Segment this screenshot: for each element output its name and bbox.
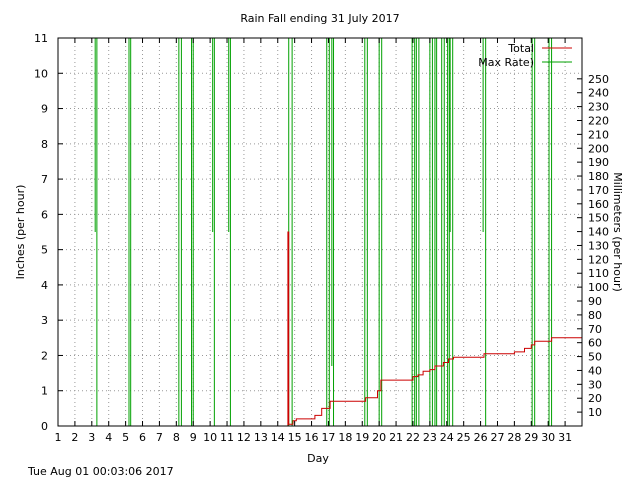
x-tick-label: 16 — [305, 431, 319, 444]
total-rainfall-line — [58, 231, 582, 427]
x-tick-label: 15 — [288, 431, 302, 444]
x-tick-label: 27 — [490, 431, 504, 444]
y2-tick-label: 90 — [588, 295, 602, 308]
x-tick-label: 6 — [139, 431, 146, 444]
footer-timestamp: Tue Aug 01 00:03:06 2017 — [27, 465, 174, 478]
grid-lines — [57, 38, 582, 426]
y2-tick-label: 110 — [588, 267, 609, 280]
x-tick-label: 26 — [474, 431, 488, 444]
x-tick-label: 7 — [156, 431, 163, 444]
y2-tick-label: 170 — [588, 184, 609, 197]
y2-tick-label: 240 — [588, 87, 609, 100]
x-tick-label: 8 — [173, 431, 180, 444]
y2-tick-label: 210 — [588, 128, 609, 141]
x-tick-label: 2 — [71, 431, 78, 444]
x-tick-label: 21 — [389, 431, 403, 444]
y2-tick-label: 130 — [588, 239, 609, 252]
y-tick-label: 1 — [41, 385, 48, 398]
y2-tick-label: 160 — [588, 198, 609, 211]
y-tick-label: 5 — [41, 244, 48, 257]
y-tick-label: 4 — [41, 279, 48, 292]
y2-tick-label: 60 — [588, 337, 602, 350]
y-axis-label: Inches (per hour) — [14, 185, 27, 280]
y2-tick-label: 140 — [588, 226, 609, 239]
y-tick-label: 11 — [34, 32, 48, 45]
y2-tick-label: 80 — [588, 309, 602, 322]
x-tick-label: 22 — [406, 431, 420, 444]
y2-tick-label: 20 — [588, 392, 602, 405]
chart-title: Rain Fall ending 31 July 2017 — [240, 12, 399, 25]
x-tick-label: 18 — [338, 431, 352, 444]
plot-frame — [57, 37, 583, 427]
y-tick-label: 8 — [41, 138, 48, 151]
x-tick-label: 4 — [105, 431, 112, 444]
x-tick-label: 23 — [423, 431, 437, 444]
y-tick-label: 7 — [41, 173, 48, 186]
y-tick-label: 0 — [41, 420, 48, 433]
y2-tick-label: 70 — [588, 323, 602, 336]
x-tick-label: 10 — [203, 431, 217, 444]
x-tick-label: 11 — [220, 431, 234, 444]
tick-layer: 1 2 3 4 5 6 7 8 9 10 11 12 13 14 15 16 17 18 19 20 21 22 23 24 2… — [34, 32, 609, 444]
x-tick-label: 13 — [254, 431, 268, 444]
y-tick-label: 6 — [41, 208, 48, 221]
legend-label-max-rate: Max Rate) — [478, 56, 534, 69]
x-tick-label: 28 — [507, 431, 521, 444]
y-tick-label: 9 — [41, 103, 48, 116]
y2-axis-label: Millimeters (per hour) — [611, 172, 624, 292]
y-tick-label: 2 — [41, 349, 48, 362]
y2-tick-label: 230 — [588, 101, 609, 114]
y2-tick-label: 10 — [588, 406, 602, 419]
y2-tick-label: 250 — [588, 73, 609, 86]
y2-tick-label: 150 — [588, 212, 609, 225]
y2-tick-label: 200 — [588, 142, 609, 155]
x-tick-label: 1 — [55, 431, 62, 444]
x-tick-label: 14 — [271, 431, 285, 444]
x-tick-label: 3 — [88, 431, 95, 444]
x-tick-label: 17 — [321, 431, 335, 444]
series-layer — [58, 38, 582, 427]
y2-tick-label: 50 — [588, 351, 602, 364]
y2-tick-label: 180 — [588, 170, 609, 183]
x-tick-label: 31 — [558, 431, 572, 444]
x-tick-label: 25 — [457, 431, 471, 444]
legend: Total Max Rate) — [478, 42, 572, 69]
x-tick-label: 9 — [190, 431, 197, 444]
y2-tick-label: 100 — [588, 281, 609, 294]
x-tick-label: 30 — [541, 431, 555, 444]
y2-tick-label: 220 — [588, 114, 609, 127]
x-tick-label: 29 — [524, 431, 538, 444]
y-tick-label: 3 — [41, 314, 48, 327]
y2-tick-label: 40 — [588, 364, 602, 377]
x-tick-label: 19 — [355, 431, 369, 444]
x-tick-label: 20 — [372, 431, 386, 444]
y-tick-label: 10 — [34, 67, 48, 80]
y2-tick-label: 30 — [588, 378, 602, 391]
y2-tick-label: 120 — [588, 253, 609, 266]
x-tick-label: 5 — [122, 431, 129, 444]
legend-label-total: Total — [507, 42, 534, 55]
x-axis-label: Day — [307, 452, 329, 465]
x-tick-label: 12 — [237, 431, 251, 444]
x-tick-label: 24 — [440, 431, 454, 444]
y2-tick-label: 190 — [588, 156, 609, 169]
